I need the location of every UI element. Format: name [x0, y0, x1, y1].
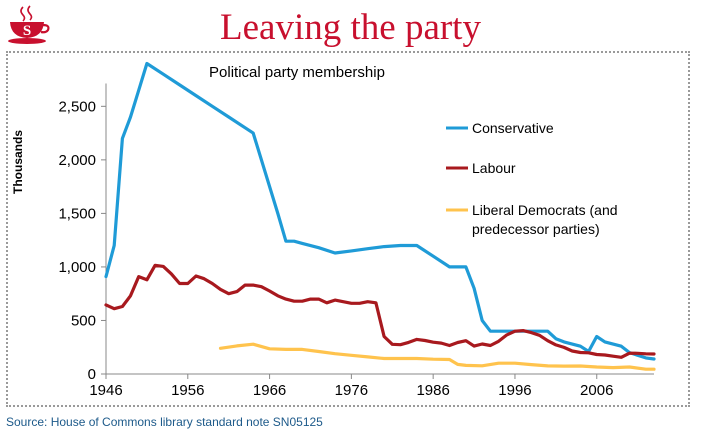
steam-curl-left: [20, 6, 26, 22]
legend-label: Liberal Democrats (and predecessor partie…: [472, 202, 618, 237]
page-title: Leaving the party: [220, 7, 481, 48]
source-note: Source: House of Commons library standar…: [6, 415, 323, 429]
y-tick-label: 500: [71, 312, 96, 329]
x-tick-label: 1956: [171, 382, 204, 399]
y-axis-label: Thousands: [11, 130, 25, 194]
cup-body: [10, 22, 44, 38]
series-layer: [104, 61, 656, 371]
series-line-liberal-democrats-and-predecessor-parties: [218, 342, 656, 371]
x-tick-label: 1966: [253, 382, 286, 399]
x-tick-label: 1976: [335, 382, 368, 399]
legend: Conservative Labour Liberal Democrats (and…: [446, 120, 618, 237]
y-tick-label: 1,500: [58, 205, 96, 222]
series-line-labour: [104, 263, 656, 359]
y-tick-label: 2,000: [58, 152, 96, 169]
cup-handle: [40, 23, 50, 34]
y-tick-label: 2,500: [58, 98, 96, 115]
x-tick-label: 2006: [580, 382, 613, 399]
steaming-cup-s-logo: S: [6, 4, 52, 46]
legend-label: Labour: [472, 160, 516, 176]
saucer: [8, 38, 46, 44]
steam-curl-right: [27, 5, 33, 21]
series-line-conservative: [104, 61, 656, 361]
axes: 0 500 1,000 1,500 2,000 2,500 1946 1956 1966 1976…: [58, 83, 654, 399]
logo-letter: S: [23, 23, 31, 39]
chart-title: Political party membership: [209, 64, 385, 81]
x-tick-label: 1946: [89, 382, 122, 399]
x-tick-label: 1986: [416, 382, 449, 399]
legend-label: Conservative: [472, 120, 554, 136]
chart-frame: [6, 51, 690, 407]
x-tick-label: 1996: [498, 382, 531, 399]
y-tick-label: 1,000: [58, 259, 96, 276]
y-tick-label: 0: [88, 366, 96, 383]
